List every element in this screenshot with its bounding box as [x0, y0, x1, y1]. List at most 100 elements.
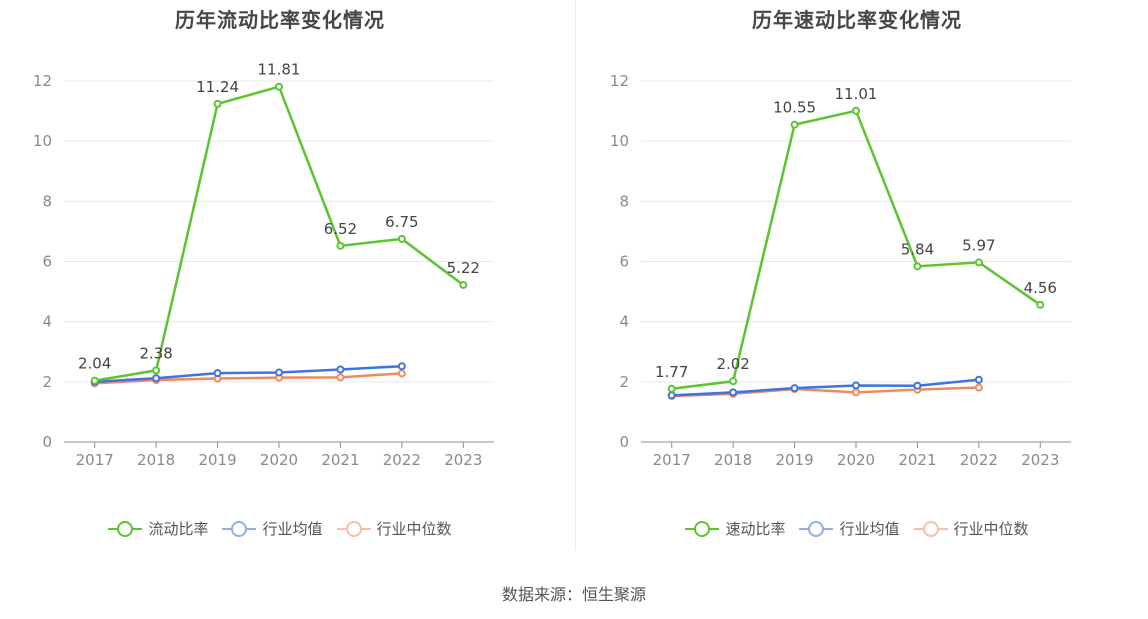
data-label: 4.56 [1024, 279, 1057, 297]
legend-item-quick-ratio[interactable]: 速动比率 [685, 518, 785, 539]
legend-item-industry-median[interactable]: 行业中位数 [913, 518, 1029, 539]
x-tick-label: 2017 [653, 451, 691, 469]
series-line [94, 372, 402, 385]
legend-item-industry-average[interactable]: 行业均值 [799, 518, 900, 539]
data-point [852, 106, 860, 115]
y-tick-label: 4 [619, 313, 629, 331]
legend-label: 速动比率 [725, 520, 786, 538]
data-point [790, 384, 799, 393]
y-tick-label: 12 [610, 72, 629, 90]
y-tick-label: 2 [42, 373, 52, 391]
series-line [671, 378, 979, 397]
current-ratio-chart: 0 2 4 6 8 10 12 2017 2018 2019 2020 2021 2022 2023 2.0… [33, 61, 494, 469]
chart-title: 历年流动比率变化情况 [175, 8, 385, 32]
data-label: 5.84 [901, 240, 934, 258]
data-point [152, 374, 161, 383]
data-point [913, 381, 922, 390]
data-point [397, 369, 406, 378]
legend-label: 行业均值 [839, 520, 900, 538]
data-point [275, 82, 283, 91]
series-line [94, 364, 402, 384]
data-label: 2.02 [716, 355, 749, 373]
quick-ratio-chart: 0 2 4 6 8 10 12 2017 2018 2019 2020 2021 2022 2023 1.7… [610, 72, 1071, 469]
data-label: 11.24 [196, 78, 239, 96]
panel-divider [575, 0, 576, 550]
y-tick-label: 12 [33, 72, 52, 90]
data-point [790, 120, 799, 129]
data-label: 11.81 [258, 61, 301, 79]
chart-title: 历年速动比率变化情况 [752, 8, 962, 32]
series-line [671, 386, 979, 398]
data-label: 1.77 [655, 363, 688, 381]
x-tick-label: 2018 [137, 451, 175, 469]
legend-marker-icon [685, 520, 720, 537]
data-point [974, 258, 983, 267]
data-label: 6.75 [385, 213, 418, 231]
x-tick-label: 2017 [76, 451, 114, 469]
y-tick-label: 0 [42, 433, 52, 451]
data-source-note: 数据来源：恒生聚源 [501, 585, 646, 604]
y-tick-label: 8 [619, 192, 629, 210]
data-point [397, 234, 406, 243]
x-tick-label: 2019 [198, 451, 236, 469]
legend-marker-icon [799, 520, 834, 537]
legend-label: 行业均值 [262, 520, 323, 538]
x-tick-label: 2020 [260, 451, 298, 469]
x-tick-label: 2022 [960, 451, 998, 469]
data-point [667, 391, 676, 400]
y-tick-label: 10 [33, 132, 52, 150]
y-tick-label: 8 [42, 192, 52, 210]
legend-marker-icon [108, 520, 143, 537]
y-tick-label: 0 [619, 433, 629, 451]
legend-marker-icon [336, 520, 371, 537]
legend: 速动比率 行业均值 行业中位数 [577, 518, 1137, 539]
legend-marker-icon [913, 520, 948, 537]
x-tick-label: 2023 [1021, 451, 1059, 469]
legend-item-industry-average[interactable]: 行业均值 [222, 518, 323, 539]
legend-item-current-ratio[interactable]: 流动比率 [108, 518, 208, 539]
data-label: 5.22 [447, 259, 480, 277]
x-tick-label: 2021 [321, 451, 359, 469]
data-point [397, 362, 406, 371]
x-tick-label: 2018 [714, 451, 752, 469]
data-label: 11.01 [835, 85, 878, 103]
current-ratio-panel: 历年流动比率变化情况 0 2 4 6 8 10 12 2017 2018 2019 2020 2021… [0, 0, 574, 560]
legend-marker-icon [222, 520, 257, 537]
data-point [729, 377, 738, 386]
y-tick-label: 4 [42, 313, 52, 331]
data-point [667, 384, 676, 393]
legend-item-industry-median[interactable]: 行业中位数 [336, 518, 452, 539]
y-tick-label: 2 [619, 373, 629, 391]
x-tick-label: 2023 [444, 451, 482, 469]
data-point [852, 381, 860, 390]
data-point [459, 280, 468, 289]
x-tick-label: 2020 [837, 451, 875, 469]
y-tick-label: 6 [619, 253, 629, 271]
data-point [213, 99, 222, 108]
data-label: 2.04 [78, 355, 111, 373]
series-line [94, 85, 465, 382]
data-point [336, 241, 345, 250]
legend-label: 行业中位数 [376, 520, 452, 538]
data-point [90, 376, 99, 385]
y-tick-label: 10 [610, 132, 629, 150]
quick-ratio-panel: 历年速动比率变化情况 0 2 4 6 8 10 12 2017 2018 2019 2020 2021… [577, 0, 1148, 560]
data-point [974, 383, 983, 392]
data-point [1036, 300, 1045, 309]
legend-label: 行业中位数 [953, 520, 1029, 538]
data-point [852, 388, 860, 397]
data-label: 10.55 [773, 99, 816, 117]
data-point [913, 262, 922, 271]
data-label: 5.97 [962, 236, 995, 254]
data-point [152, 366, 161, 375]
x-tick-label: 2019 [775, 451, 813, 469]
legend: 流动比率 行业均值 行业中位数 [0, 518, 560, 539]
data-label: 2.38 [139, 344, 172, 362]
y-tick-label: 6 [42, 253, 52, 271]
data-point [336, 365, 345, 374]
legend-label: 流动比率 [148, 520, 209, 538]
data-point [336, 373, 345, 382]
data-point [275, 368, 283, 377]
data-point [729, 388, 738, 397]
x-tick-label: 2022 [383, 451, 421, 469]
